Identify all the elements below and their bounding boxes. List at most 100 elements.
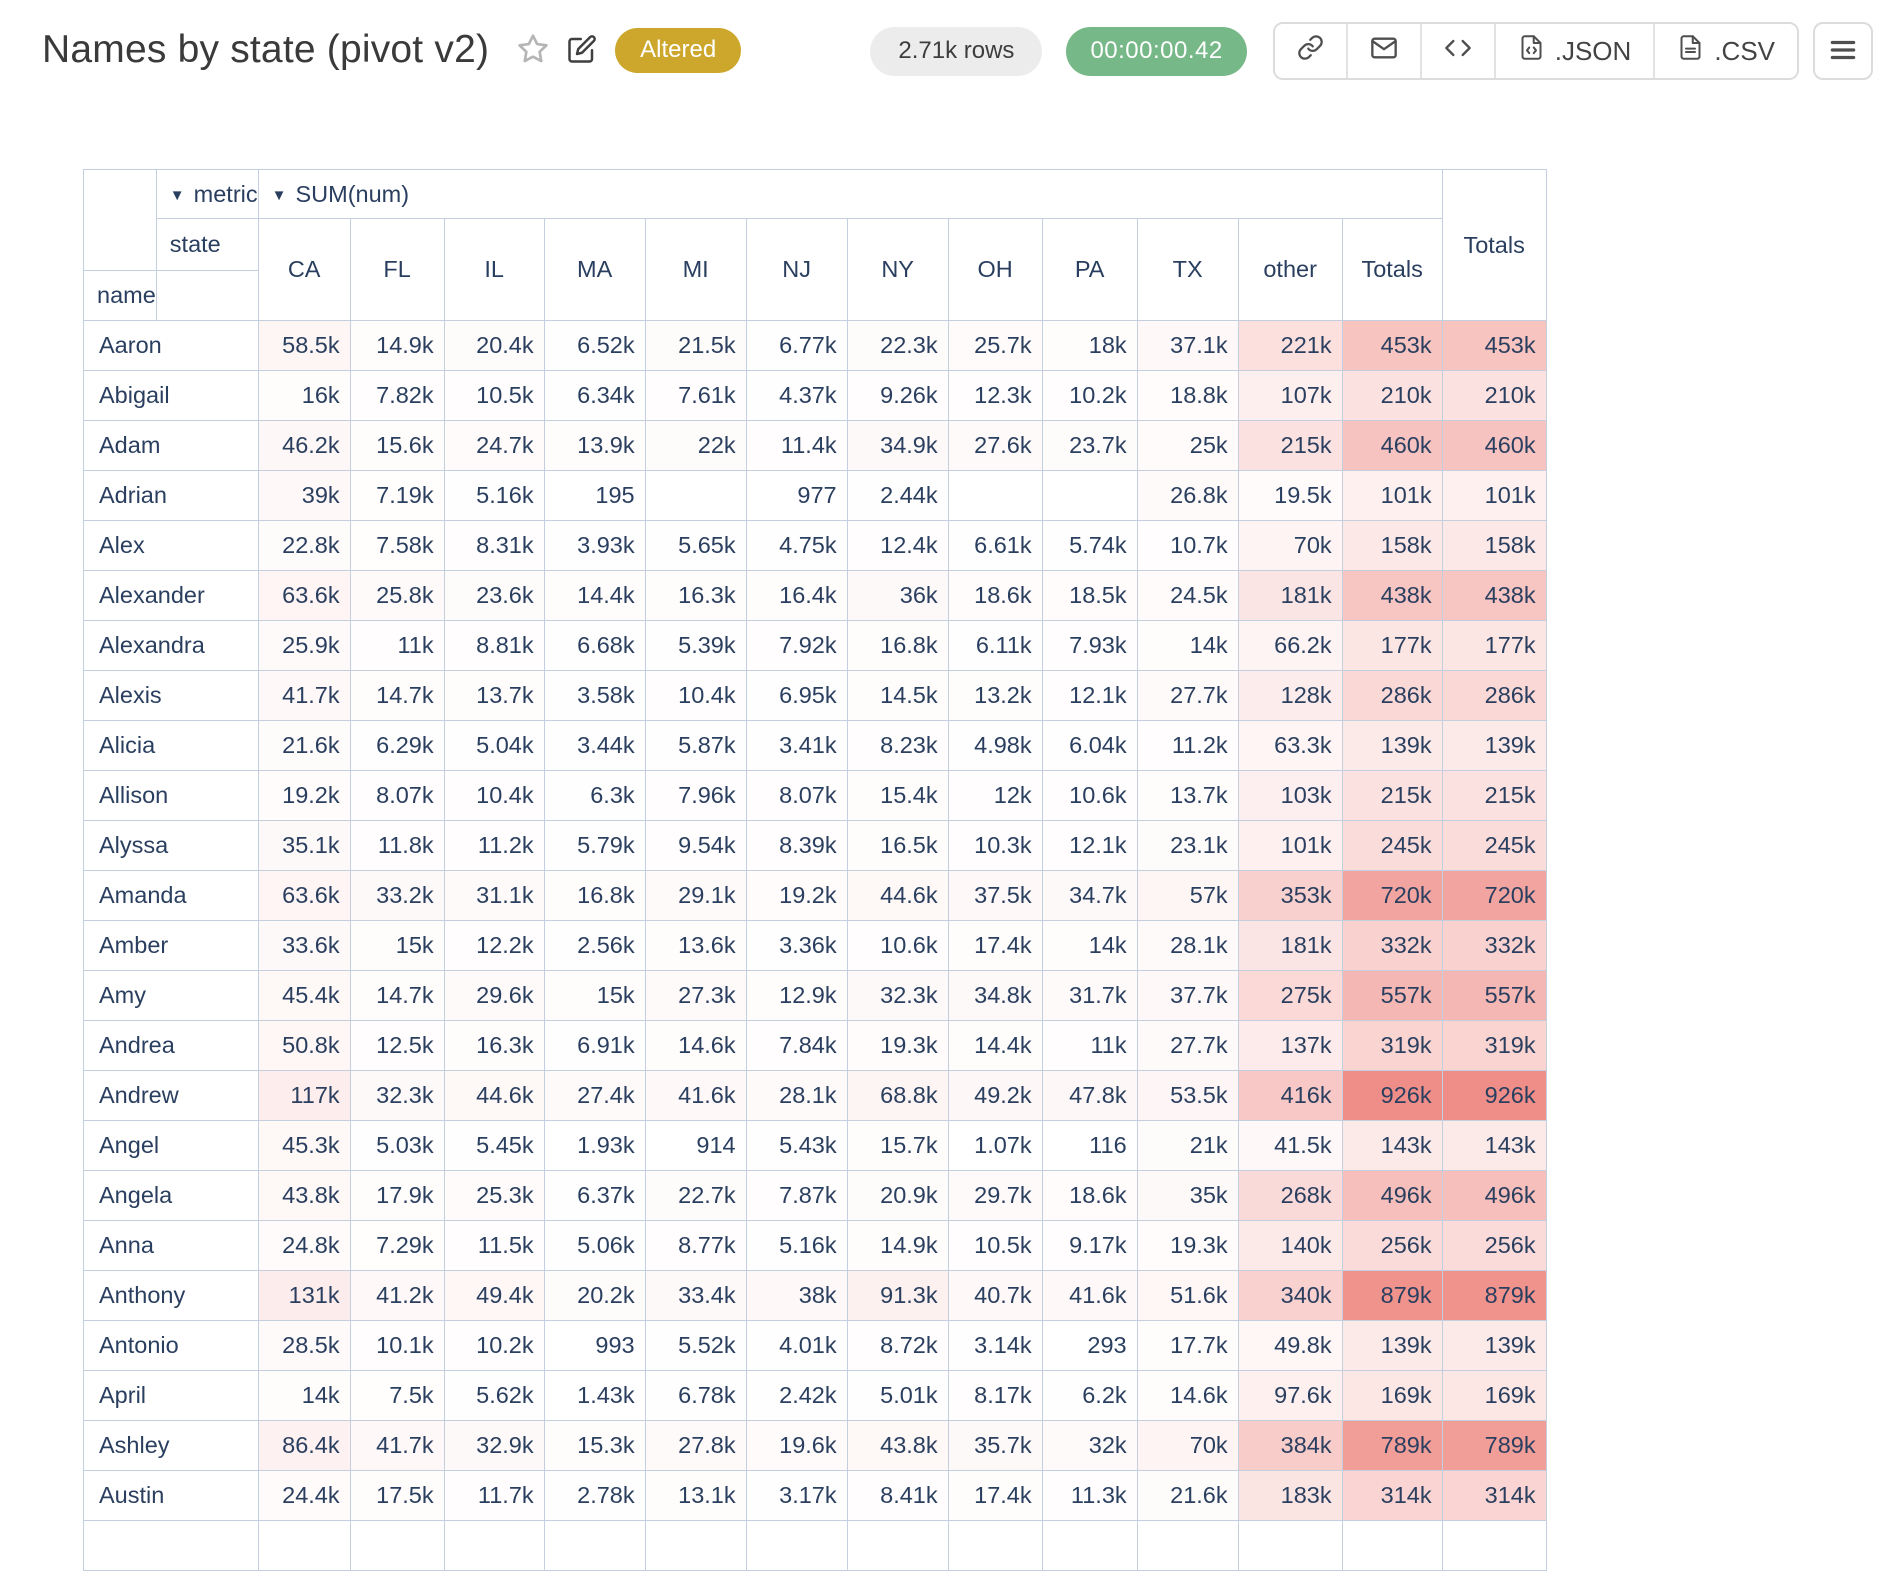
pivot-cell: 22.3k <box>846 320 949 371</box>
pivot-cell: 28.1k <box>1136 920 1239 971</box>
grand-total-cell: 139k <box>1441 720 1547 771</box>
pivot-cell: 47.8k <box>1041 1070 1138 1121</box>
pivot-cell <box>349 1520 445 1571</box>
chevron-down-icon: ▼ <box>271 186 287 204</box>
hamburger-menu-icon <box>1828 35 1858 68</box>
row-total-cell: 101k <box>1341 470 1443 521</box>
pivot-cell: 25.8k <box>349 570 445 621</box>
pivot-cell: 68.8k <box>846 1070 949 1121</box>
grand-total-cell: 453k <box>1441 320 1547 371</box>
row-count-badge: 2.71k rows <box>870 26 1043 76</box>
pivot-cell: 10.1k <box>349 1320 445 1371</box>
more-options-button[interactable] <box>1813 22 1873 80</box>
column-header-oh: OH <box>947 218 1043 321</box>
pivot-cell: 40.7k <box>947 1270 1043 1321</box>
row-label: Anna <box>83 1220 259 1271</box>
table-row: Amy 45.4k 14.7k 29.6k 15k 27.3k 12.9k 32.3k 34.8… <box>83 970 1547 1021</box>
pivot-cell: 11.3k <box>1041 1470 1138 1521</box>
pivot-cell: 5.39k <box>644 620 747 671</box>
table-row: Alicia 21.6k 6.29k 5.04k 3.44k 5.87k 3.41k 8.23… <box>83 720 1547 771</box>
pivot-cell: 2.42k <box>745 1370 848 1421</box>
pivot-cell: 13.2k <box>947 670 1043 721</box>
pivot-cell: 6.37k <box>543 1170 646 1221</box>
pivot-cell: 13.7k <box>1136 770 1239 821</box>
table-row: Alexander 63.6k 25.8k 23.6k 14.4k 16.3k 16.4k 3… <box>83 570 1547 621</box>
pivot-cell: 41.2k <box>349 1270 445 1321</box>
row-total-cell: 139k <box>1341 1320 1443 1371</box>
pivot-cell: 14.9k <box>846 1220 949 1271</box>
pivot-cell: 14.4k <box>543 570 646 621</box>
metric-dropdown[interactable]: ▼ metric <box>155 169 259 219</box>
pivot-cell: 11.2k <box>443 820 545 871</box>
column-header-nj: NJ <box>745 218 848 321</box>
pivot-cell: 993 <box>543 1320 646 1371</box>
row-total-cell: 438k <box>1341 570 1443 621</box>
pivot-cell: 10.4k <box>644 670 747 721</box>
pivot-cell: 5.62k <box>443 1370 545 1421</box>
pivot-cell <box>846 1520 949 1571</box>
table-row: Ashley 86.4k 41.7k 32.9k 15.3k 27.8k 19.6k 43.8… <box>83 1420 1547 1471</box>
download-csv-button[interactable]: .CSV <box>1655 24 1797 78</box>
email-report-button[interactable] <box>1347 24 1422 78</box>
pivot-cell: 4.01k <box>745 1320 848 1371</box>
pivot-cell: 33.4k <box>644 1270 747 1321</box>
row-label: Alyssa <box>83 820 259 871</box>
pivot-cell: 34.8k <box>947 970 1043 1021</box>
pivot-cell: 8.07k <box>349 770 445 821</box>
pivot-cell: 28.1k <box>745 1070 848 1121</box>
pivot-cell: 37.7k <box>1136 970 1239 1021</box>
pivot-cell: 7.5k <box>349 1370 445 1421</box>
pivot-cell: 35.7k <box>947 1420 1043 1471</box>
pivot-cell: 416k <box>1237 1070 1343 1121</box>
json-file-icon <box>1518 34 1545 68</box>
code-icon <box>1444 34 1472 69</box>
download-json-button[interactable]: .JSON <box>1495 24 1656 78</box>
pivot-cell: 23.6k <box>443 570 545 621</box>
favorite-button[interactable] <box>517 33 549 68</box>
row-total-cell: 789k <box>1341 1420 1443 1471</box>
edit-source-button[interactable] <box>567 34 597 67</box>
pivot-cell: 131k <box>257 1270 351 1321</box>
aggregator-dropdown[interactable]: ▼ SUM(num) <box>257 169 1443 219</box>
row-label: Ashley <box>83 1420 259 1471</box>
row-label: Allison <box>83 770 259 821</box>
pivot-cell: 9.26k <box>846 370 949 421</box>
row-label: Alex <box>83 520 259 571</box>
pivot-cell: 44.6k <box>443 1070 545 1121</box>
pivot-cell: 11.2k <box>1136 720 1239 771</box>
pivot-cell: 16.3k <box>443 1020 545 1071</box>
pivot-cell: 32.3k <box>846 970 949 1021</box>
column-header-other: other <box>1237 218 1343 321</box>
row-label: Amanda <box>83 870 259 921</box>
pivot-cell: 16.4k <box>745 570 848 621</box>
pivot-cell: 353k <box>1237 870 1343 921</box>
pivot-cell: 44.6k <box>846 870 949 921</box>
table-row: Adam 46.2k 15.6k 24.7k 13.9k 22k 11.4k 34.9k 27.… <box>83 420 1547 471</box>
pivot-cell: 128k <box>1237 670 1343 721</box>
pivot-cell: 8.07k <box>745 770 848 821</box>
grand-total-cell: 245k <box>1441 820 1547 871</box>
pivot-cell: 8.77k <box>644 1220 747 1271</box>
share-link-button[interactable] <box>1274 24 1348 78</box>
embed-code-button[interactable] <box>1421 24 1496 78</box>
pivot-cell: 10.2k <box>443 1320 545 1371</box>
pivot-cell: 63.6k <box>257 870 351 921</box>
table-row: Andrew 117k 32.3k 44.6k 27.4k 41.6k 28.1k 68.8k… <box>83 1070 1547 1121</box>
pivot-cell: 6.29k <box>349 720 445 771</box>
table-row: Angel 45.3k 5.03k 5.45k 1.93k 914 5.43k 15.7k 1.… <box>83 1120 1547 1171</box>
grand-total-cell: 139k <box>1441 1320 1547 1371</box>
pivot-cell: 53.5k <box>1136 1070 1239 1121</box>
pivot-cell: 6.04k <box>1041 720 1138 771</box>
pivot-cell: 5.01k <box>846 1370 949 1421</box>
pivot-cell: 12k <box>947 770 1043 821</box>
table-row: Alyssa 35.1k 11.8k 11.2k 5.79k 9.54k 8.39k 16.5… <box>83 820 1547 871</box>
column-header-ny: NY <box>846 218 949 321</box>
query-duration-badge: 00:00:00.42 <box>1066 26 1247 76</box>
pivot-cell: 11.4k <box>745 420 848 471</box>
pivot-cell: 268k <box>1237 1170 1343 1221</box>
pivot-cell: 3.17k <box>745 1470 848 1521</box>
pivot-cell: 10.6k <box>1041 770 1138 821</box>
pivot-cell: 6.77k <box>745 320 848 371</box>
pivot-cell: 14k <box>1041 920 1138 971</box>
pivot-cell: 6.34k <box>543 370 646 421</box>
